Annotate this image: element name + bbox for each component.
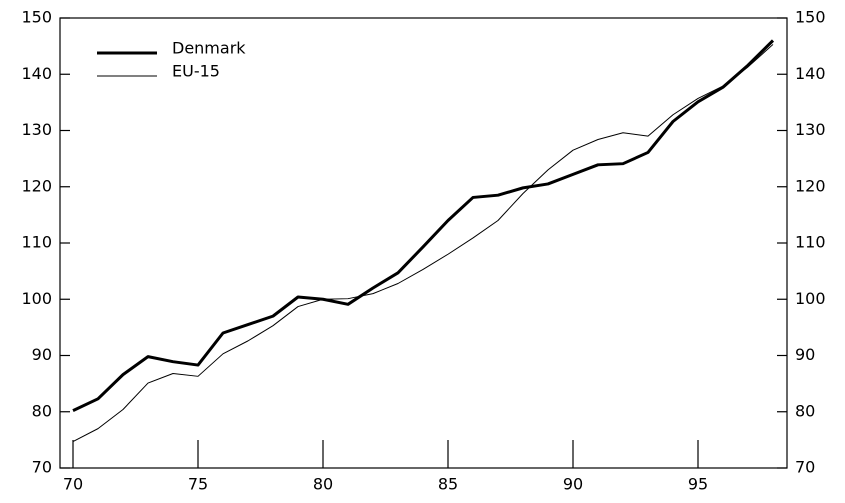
x-tick-label: 85 xyxy=(438,475,458,494)
x-tick-label: 70 xyxy=(63,475,83,494)
y2-tick-label: 150 xyxy=(795,8,826,27)
y2-tick-label: 100 xyxy=(795,289,826,308)
y-tick-label: 140 xyxy=(21,64,52,83)
y2-tick-label: 90 xyxy=(795,345,815,364)
y2-tick-label: 130 xyxy=(795,120,826,139)
legend-label: Denmark xyxy=(172,39,246,58)
y-tick-label: 130 xyxy=(21,120,52,139)
x-tick-label: 80 xyxy=(313,475,333,494)
y-tick-label: 100 xyxy=(21,289,52,308)
y-tick-label: 150 xyxy=(21,8,52,27)
y-tick-label: 70 xyxy=(32,458,52,477)
x-tick-label: 90 xyxy=(563,475,583,494)
y2-tick-label: 140 xyxy=(795,64,826,83)
line-series xyxy=(72,44,774,443)
line-series xyxy=(72,39,775,412)
y-tick-label: 80 xyxy=(32,401,52,420)
y2-tick-label: 80 xyxy=(795,401,815,420)
y2-tick-label: 70 xyxy=(795,458,815,477)
y-tick-label: 110 xyxy=(21,233,52,252)
y-tick-label: 90 xyxy=(32,345,52,364)
plot-frame xyxy=(59,17,788,469)
x-tick-label: 75 xyxy=(188,475,208,494)
y-tick-label: 120 xyxy=(21,176,52,195)
y2-tick-label: 110 xyxy=(795,233,826,252)
y2-tick-label: 120 xyxy=(795,176,826,195)
legend-label: EU-15 xyxy=(172,62,220,81)
x-tick-label: 95 xyxy=(688,475,708,494)
